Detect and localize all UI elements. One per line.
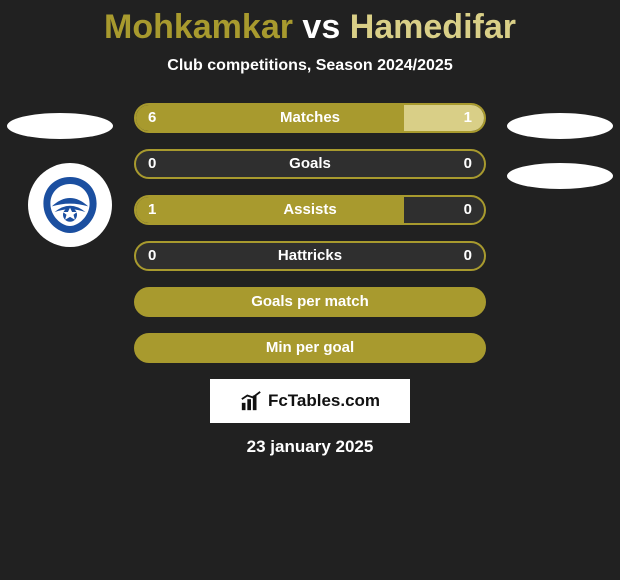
page-title: Mohkamkar vs Hamedifar [0, 0, 620, 47]
date-text: 23 january 2025 [0, 437, 620, 457]
stat-value-right: 1 [464, 105, 472, 131]
stat-row-matches: 6Matches1 [134, 103, 486, 133]
brand-text: FcTables.com [268, 391, 380, 411]
stat-rows: 6Matches10Goals01Assists00Hattricks0 [134, 103, 486, 271]
wide-row-label: Goals per match [136, 289, 484, 315]
player1-badge-ellipse [7, 113, 113, 139]
brand-chart-icon [240, 390, 262, 412]
stat-value-right: 0 [464, 197, 472, 223]
chart-area: 6Matches10Goals01Assists00Hattricks0 Goa… [0, 103, 620, 457]
player2-badge-ellipse-bottom [507, 163, 613, 189]
title-player2: Hamedifar [350, 8, 516, 46]
wide-row-min-per-goal: Min per goal [134, 333, 486, 363]
stat-row-assists: 1Assists0 [134, 195, 486, 225]
stat-label: Matches [136, 105, 484, 131]
stat-label: Goals [136, 151, 484, 177]
wide-row-goals-per-match: Goals per match [134, 287, 486, 317]
stat-value-right: 0 [464, 151, 472, 177]
club-logo-icon [35, 170, 105, 240]
stat-label: Hattricks [136, 243, 484, 269]
stat-value-right: 0 [464, 243, 472, 269]
player2-badge-ellipse-top [507, 113, 613, 139]
title-vs: vs [302, 8, 340, 46]
wide-rows: Goals per match Min per goal [0, 287, 620, 363]
stat-label: Assists [136, 197, 484, 223]
title-player1: Mohkamkar [104, 8, 293, 46]
wide-row-label: Min per goal [136, 335, 484, 361]
subtitle: Club competitions, Season 2024/2025 [0, 57, 620, 75]
brand-box[interactable]: FcTables.com [210, 379, 410, 423]
player1-club-badge [28, 163, 112, 247]
stat-row-hattricks: 0Hattricks0 [134, 241, 486, 271]
stat-row-goals: 0Goals0 [134, 149, 486, 179]
